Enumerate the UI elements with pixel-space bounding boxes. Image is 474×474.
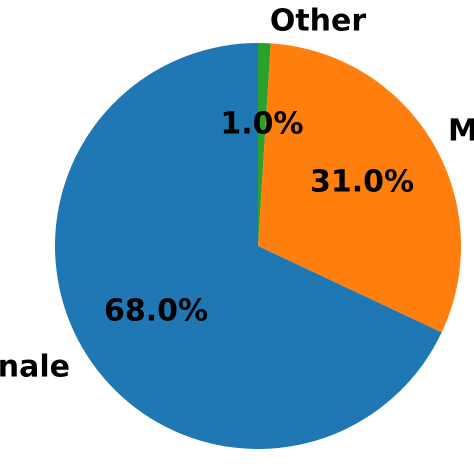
slice-label-nale: nale [0, 350, 70, 385]
slice-label-other: Other [270, 4, 367, 39]
pie-slice-other [258, 43, 271, 246]
pct-label-nale: 68.0% [104, 294, 208, 329]
pie-labels: Other 1.0% M 31.0% nale 68.0% [0, 4, 474, 385]
pct-label-other: 1.0% [220, 107, 303, 142]
pie-slice-m [258, 43, 461, 333]
pct-label-m: 31.0% [310, 165, 414, 200]
pie-slice-nale [54, 43, 442, 449]
pie-slices [54, 43, 461, 449]
slice-label-m: M [448, 114, 474, 149]
